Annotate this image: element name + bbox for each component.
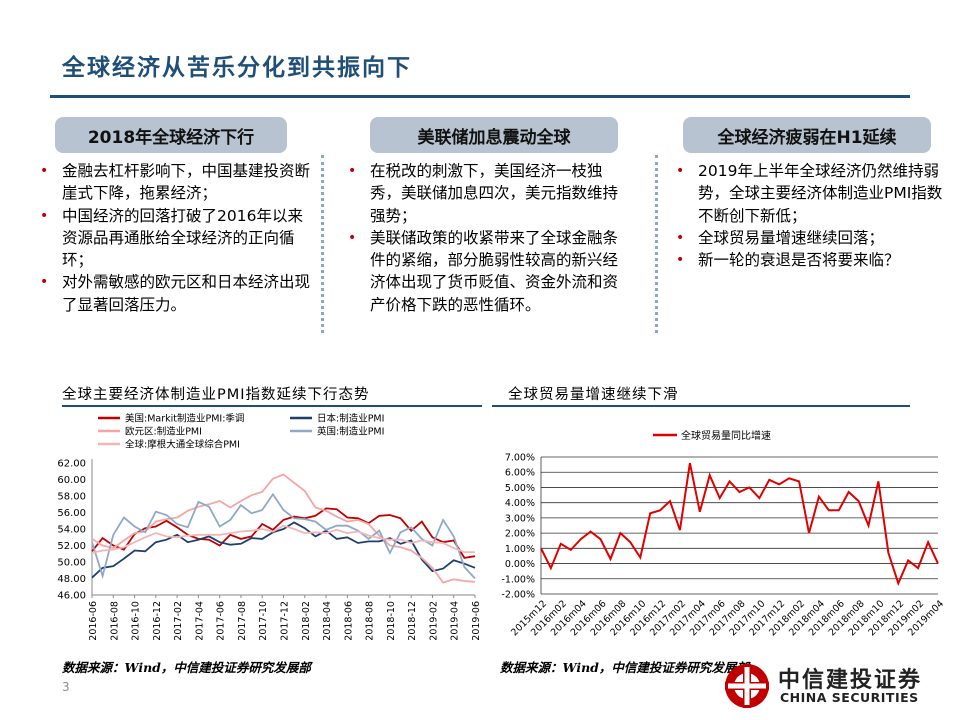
- y-tick-label: 54.00: [57, 525, 86, 536]
- bullet-item: 全球贸易量增速继续回落；: [668, 227, 946, 250]
- column-heading-1: 2018年全球经济下行: [55, 117, 287, 153]
- y-tick-label: -1.00%: [501, 574, 535, 585]
- x-tick-label: 2016-12: [152, 601, 163, 641]
- y-tick-label: -2.00%: [501, 590, 535, 601]
- column-heading-3: 全球经济疲弱在H1延续: [683, 117, 931, 153]
- y-tick-label: 46.00: [57, 591, 86, 602]
- series-line: [91, 524, 475, 554]
- bullet-item: 新一轮的衰退是否将要来临？: [668, 249, 946, 272]
- y-tick-label: 7.00%: [505, 453, 535, 464]
- x-tick-label: 2018-12: [407, 601, 418, 641]
- x-tick-label: 2019-04: [450, 601, 461, 641]
- bullet-item: 金融去杠杆影响下，中国基建投资断崖式下降，拖累经济；: [32, 160, 314, 205]
- legend-label: 英国:制造业PMI: [317, 426, 384, 438]
- company-logo: 中信建投证券 CHINA SECURITIES: [722, 662, 932, 710]
- x-tick-label: 2019-06: [471, 601, 480, 641]
- column-2-body: 在税改的刺激下，美国经济一枝独秀，美联储加息四次，美元指数维持强势； 美联储政策…: [340, 160, 632, 316]
- column-heading-2: 美联储加息震动全球: [370, 117, 618, 153]
- x-tick-label: 2017-06: [216, 601, 227, 641]
- y-tick-label: 58.00: [57, 492, 86, 503]
- y-tick-label: 62.00: [57, 459, 86, 470]
- x-tick-label: 2017-12: [280, 601, 291, 641]
- legend-label: 美国:Markit制造业PMI:季调: [125, 413, 244, 425]
- title-rule: [50, 95, 910, 98]
- series-line: [540, 462, 939, 587]
- column-3-body: 2019年上半年全球经济仍然维持弱势，全球主要经济体制造业PMI指数不断创下新低…: [668, 160, 946, 272]
- right-chart-title: 全球贸易量增速继续下滑: [508, 387, 679, 403]
- logo-english-name: CHINA SECURITIES: [780, 690, 919, 705]
- legend-label: 全球:摩根大通全球综合PMI: [125, 439, 240, 451]
- x-tick-label: 2016-10: [131, 601, 142, 641]
- bullet-item: 在税改的刺激下，美国经济一枝独秀，美联储加息四次，美元指数维持强势；: [340, 160, 632, 227]
- trade-volume-line-chart: 全球贸易量同比增速 -2.00% -1.00% 0.00% 1.00% 2.00% 3.00…: [501, 429, 946, 638]
- x-tick-label: 2018-04: [322, 601, 333, 641]
- x-tick-label: 2017-10: [258, 601, 269, 641]
- bullet-item: 2019年上半年全球经济仍然维持弱势，全球主要经济体制造业PMI指数不断创下新低…: [668, 160, 946, 227]
- series-line: [91, 492, 476, 580]
- y-tick-label: 56.00: [57, 508, 86, 519]
- x-tick-label: 2018-10: [386, 601, 397, 641]
- page-number: 3: [62, 680, 70, 694]
- bullet-item: 美联储政策的收紧带来了全球金融条件的紧缩，部分脆弱性较高的新兴经济体出现了货币贬…: [340, 227, 632, 316]
- column-1-body: 金融去杠杆影响下，中国基建投资断崖式下降，拖累经济； 中国经济的回落打破了201…: [32, 160, 314, 316]
- x-tick-label: 2018-08: [365, 601, 376, 641]
- left-chart-source: 数据来源：Wind，中信建投证券研究发展部: [62, 660, 311, 675]
- legend-label: 日本:制造业PMI: [317, 413, 384, 425]
- column-divider: [655, 155, 658, 333]
- x-tick-label: 2017-02: [173, 601, 184, 641]
- y-tick-label: 5.00%: [505, 483, 535, 494]
- y-tick-label: 4.00%: [505, 498, 535, 509]
- legend-label: 全球贸易量同比增速: [681, 429, 771, 442]
- y-tick-label: 0.00%: [505, 559, 535, 570]
- left-chart-rule: [62, 405, 482, 407]
- bullet-list-3: 2019年上半年全球经济仍然维持弱势，全球主要经济体制造业PMI指数不断创下新低…: [668, 160, 946, 272]
- x-tick-label: 2017-08: [237, 601, 248, 641]
- logo-chinese-name: 中信建投证券: [778, 668, 923, 693]
- left-chart-title: 全球主要经济体制造业PMI指数延续下行态势: [62, 387, 370, 403]
- y-tick-label: 6.00%: [505, 468, 535, 479]
- series-line: [91, 521, 476, 579]
- y-tick-label: 3.00%: [505, 513, 535, 524]
- x-tick-label: 2016-06: [88, 601, 99, 641]
- y-tick-label: 52.00: [57, 541, 86, 552]
- y-tick-label: 48.00: [57, 574, 86, 585]
- column-divider: [321, 155, 324, 333]
- bullet-list-2: 在税改的刺激下，美国经济一枝独秀，美联储加息四次，美元指数维持强势； 美联储政策…: [340, 160, 632, 316]
- x-tick-label: 2017-04: [194, 601, 205, 641]
- bullet-item: 对外需敏感的欧元区和日本经济出现了显著回落压力。: [32, 271, 314, 316]
- series-line: [91, 473, 476, 584]
- bullet-list-1: 金融去杠杆影响下，中国基建投资断崖式下降，拖累经济； 中国经济的回落打破了201…: [32, 160, 314, 316]
- citic-emblem-icon: [725, 664, 769, 708]
- right-chart-source: 数据来源：Wind，中信建投证券研究发展部: [500, 660, 749, 675]
- x-tick-label: 2016-08: [109, 601, 120, 641]
- slide-title: 全球经济从苦乐分化到共振向下: [62, 55, 412, 81]
- legend-label: 欧元区:制造业PMI: [125, 426, 202, 438]
- series-line: [91, 507, 476, 559]
- y-tick-label: 2.00%: [505, 529, 535, 540]
- bullet-item: 中国经济的回落打破了2016年以来资源品再通胀给全球经济的正向循环；: [32, 205, 314, 272]
- y-tick-label: 50.00: [57, 558, 86, 569]
- x-tick-label: 2018-02: [301, 601, 312, 641]
- right-chart-rule: [492, 405, 910, 407]
- x-tick-label: 2018-06: [343, 601, 354, 641]
- pmi-line-chart: 美国:Markit制造业PMI:季调 日本:制造业PMI 欧元区:制造业PMI 英国:…: [57, 413, 480, 641]
- x-tick-label: 2019-02: [428, 601, 439, 641]
- y-tick-label: 1.00%: [505, 544, 535, 555]
- y-tick-label: 60.00: [57, 475, 86, 486]
